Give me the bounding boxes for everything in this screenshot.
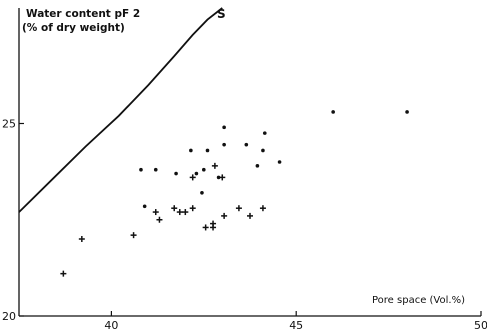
dot-point [202, 167, 206, 172]
plus-point [60, 270, 67, 277]
plus-point [171, 205, 178, 212]
dot-point [222, 125, 226, 130]
plus-point [210, 220, 217, 227]
x-tick-label: 40 [104, 319, 118, 332]
curve-s-label: S [217, 7, 226, 21]
y-tick-label: 25 [2, 118, 16, 131]
plus-point [176, 209, 183, 216]
plus-point [189, 205, 196, 212]
axes: 40 45 50 20 25 [2, 8, 487, 332]
plus-point [211, 162, 218, 169]
dot-point [205, 148, 210, 153]
plus-point [235, 205, 242, 212]
plus-point [259, 205, 266, 212]
dot-point [255, 164, 260, 168]
curve-s [18, 7, 223, 213]
dot-point [194, 171, 199, 176]
dot-point [174, 171, 178, 176]
dot-point [331, 110, 335, 114]
dot-point [153, 167, 158, 172]
dot-point [142, 204, 147, 209]
y-axis-label-line2: (% of dry weight) [22, 22, 125, 34]
x-tick-label: 45 [289, 319, 303, 332]
dot-point [262, 131, 267, 135]
y-axis-label-line1: Water content pF 2 [26, 8, 140, 20]
x-tick-label: 50 [474, 319, 487, 332]
plus-point [247, 212, 253, 219]
dot-point [405, 110, 409, 114]
plus-point [78, 236, 85, 242]
plus-point [189, 174, 196, 181]
plus-point [202, 224, 209, 231]
plus-point [156, 216, 163, 223]
x-axis-label: Pore space (Vol.%) [372, 295, 465, 306]
dot-point [216, 175, 221, 180]
points-layer [60, 110, 409, 277]
dot-point [244, 142, 249, 147]
y-tick-label: 20 [2, 310, 16, 323]
dot-point [139, 167, 143, 172]
curve-layer [18, 7, 223, 213]
dot-point [222, 142, 226, 147]
dot-point [277, 160, 282, 164]
dot-point [261, 148, 265, 153]
plus-point [182, 209, 189, 216]
dot-point [200, 191, 204, 195]
plus-point [130, 232, 137, 239]
plus-point [221, 212, 228, 219]
dot-point [189, 148, 193, 153]
plus-point [152, 209, 159, 216]
